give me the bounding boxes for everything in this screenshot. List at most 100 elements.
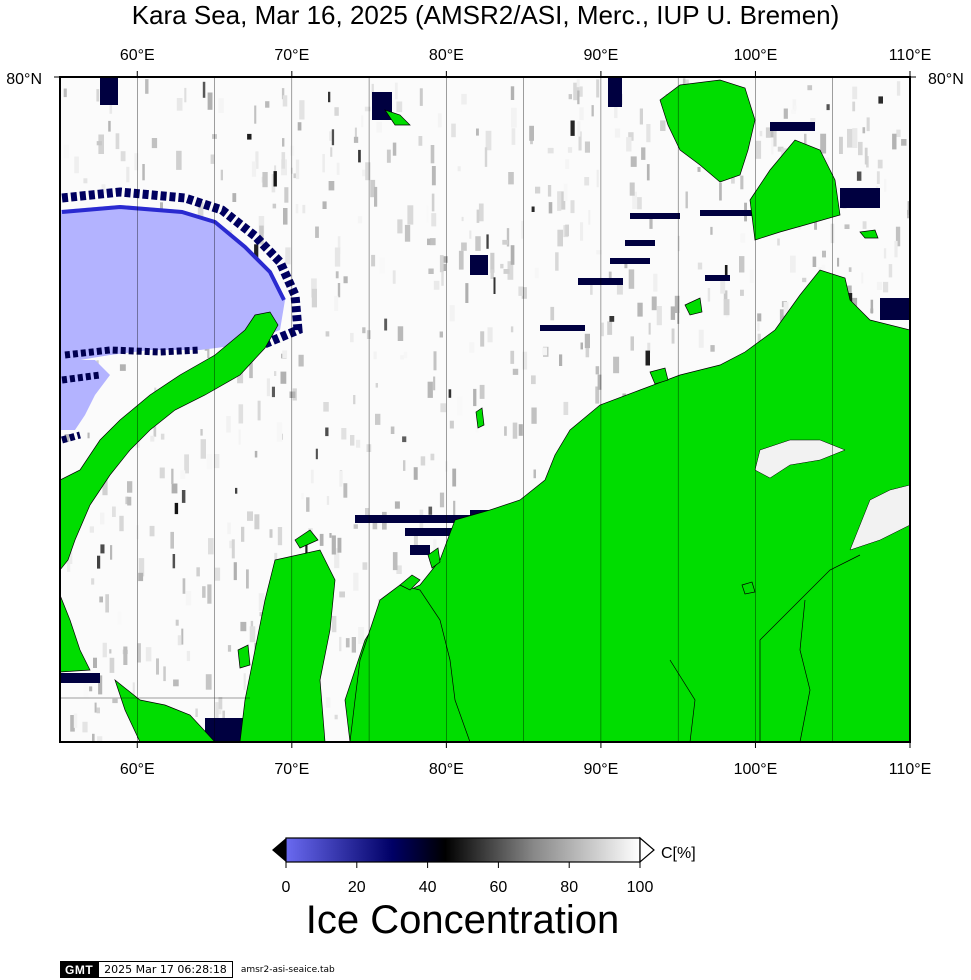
ice-texture-cell <box>220 169 223 181</box>
ice-texture-cell <box>862 221 867 229</box>
ice-texture-cell <box>707 288 711 302</box>
ice-texture-cell <box>149 525 155 537</box>
ice-texture-cell <box>336 162 340 175</box>
ice-texture-cell <box>240 621 247 632</box>
ice-texture-cell <box>373 351 377 360</box>
ice-texture-cell <box>433 351 437 371</box>
ice-texture-cell <box>719 182 722 201</box>
ice-texture-cell <box>64 434 70 442</box>
ice-texture-cell <box>596 79 600 98</box>
ice-texture-cell <box>837 257 840 267</box>
lon-tick-label-bottom: 80°E <box>429 761 464 778</box>
ice-texture-cell <box>243 673 246 690</box>
ice-texture-cell <box>231 539 235 559</box>
ice-texture-cell <box>137 643 141 663</box>
ice-texture-cell <box>461 216 464 222</box>
ice-texture-cell <box>790 255 796 273</box>
ice-texture-cell <box>757 313 762 322</box>
colorbar-unit-label: C[%] <box>661 845 696 862</box>
ice-texture-cell <box>510 245 515 265</box>
ice-texture-cell <box>637 197 642 210</box>
ice-texture-cell <box>439 331 443 338</box>
ice-texture-cell <box>207 584 212 604</box>
land-kola-west <box>60 594 91 673</box>
ice-texture-cell <box>404 224 411 242</box>
ice-texture-cell <box>757 322 760 332</box>
ice-texture-cell <box>371 83 374 100</box>
ice-texture-cell-dark <box>609 316 615 322</box>
land-small-island <box>859 229 879 239</box>
ice-texture-cell <box>100 512 105 525</box>
colorbar: C[%] 0 20 40 60 80 100 <box>272 836 696 896</box>
ice-texture-cell <box>579 107 584 121</box>
ice-texture-cell <box>295 159 300 180</box>
ice-texture-cell <box>565 224 569 237</box>
ice-texture-cell <box>476 128 479 136</box>
ice-texture-cell <box>238 429 241 445</box>
ice-texture-cell-dark <box>402 436 407 443</box>
ice-texture-cell <box>511 128 516 145</box>
ice-texture-cell <box>259 612 264 617</box>
ice-texture-cell <box>306 497 310 512</box>
colorbar-tick-label: 100 <box>627 879 654 896</box>
ice-texture-cell-dark <box>202 81 206 98</box>
ice-texture-cell <box>894 240 898 258</box>
ice-texture-cell <box>632 191 637 209</box>
ice-texture-cell <box>374 186 378 207</box>
ice-texture-cell <box>759 130 763 137</box>
ice-texture-cell <box>282 95 288 107</box>
ice-texture-cell <box>480 331 485 347</box>
colorbar-title: Ice Concentration <box>305 898 620 942</box>
ice-texture-cell <box>749 269 754 283</box>
ice-texture-cell <box>773 130 777 147</box>
ice-texture-cell <box>376 121 382 133</box>
ice-texture-cell <box>614 107 618 119</box>
ice-texture-cell <box>626 137 632 152</box>
ice-texture-cell <box>110 545 113 560</box>
lon-tick-label-top: 100°E <box>734 47 778 64</box>
ice-texture-cell <box>353 524 358 529</box>
ice-texture-cell <box>883 281 889 293</box>
ice-texture-cell <box>888 264 893 278</box>
ice-texture-cell <box>596 169 599 188</box>
ice-texture-cell <box>892 133 897 150</box>
ice-texture-cell <box>99 596 103 603</box>
ice-texture-cell <box>825 157 830 167</box>
land-small-island <box>294 529 319 549</box>
ice-texture-cell <box>83 178 88 184</box>
ice-texture-cell <box>793 105 797 112</box>
ice-texture-cell <box>511 107 517 128</box>
ice-texture-cell <box>102 477 108 496</box>
ice-texture-cell <box>67 563 71 572</box>
lon-tick-label-bottom: 90°E <box>583 761 618 778</box>
ice-texture-cell-dark <box>174 502 179 515</box>
ice-texture-cell <box>126 166 130 183</box>
ice-texture-cell <box>226 416 231 433</box>
ice-texture-cell <box>334 107 339 116</box>
ice-texture-cell <box>160 433 165 440</box>
ice-texture-cell <box>862 127 866 134</box>
ice-texture-cell <box>779 309 785 322</box>
lat-tick-label-right: 80°N <box>928 71 964 88</box>
ice-texture-cell <box>394 501 400 509</box>
ice-texture-cell <box>392 552 398 571</box>
ice-texture-cell <box>249 362 253 379</box>
ice-texture-cell <box>202 586 206 598</box>
ice-texture-cell <box>176 150 182 170</box>
ice-texture-cell <box>637 302 643 317</box>
ice-texture-cell <box>322 201 327 209</box>
ice-texture-cell <box>334 295 339 311</box>
ice-texture-cell <box>175 619 179 626</box>
ice-texture-cell <box>595 386 600 404</box>
ice-texture-cell <box>396 565 402 574</box>
ice-texture-cell <box>241 526 245 542</box>
ice-texture-cell <box>449 305 455 322</box>
ice-texture-cell <box>207 344 210 358</box>
ice-texture-cell <box>443 256 448 263</box>
open-water-region <box>60 205 285 360</box>
ice-texture-cell <box>452 468 457 487</box>
lon-tick-label-top: 70°E <box>274 47 309 64</box>
land-small-island <box>684 297 703 316</box>
ice-texture-cell <box>573 82 579 101</box>
lon-tick-label-top: 110°E <box>889 47 932 64</box>
